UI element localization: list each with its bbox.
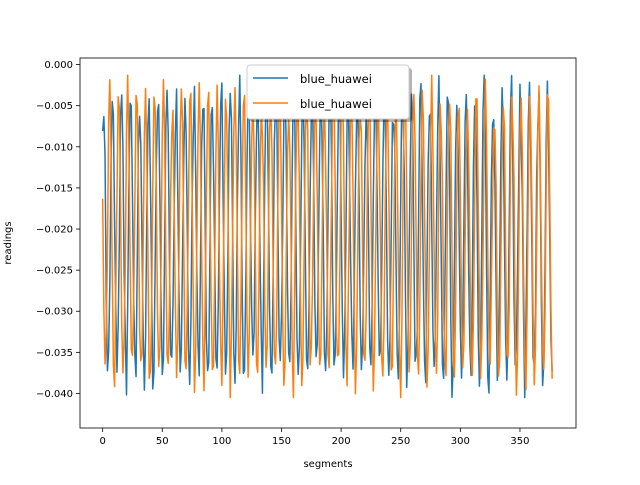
legend-label-series-1: blue_huawei bbox=[300, 72, 372, 86]
y-tick-label: −0.035 bbox=[36, 348, 73, 359]
y-tick-label: 0.000 bbox=[44, 60, 73, 71]
series-line-2 bbox=[101, 74, 553, 399]
y-tick-label: −0.010 bbox=[36, 142, 73, 153]
x-axis-label: segments bbox=[303, 459, 352, 470]
y-tick-label: −0.030 bbox=[36, 307, 73, 318]
x-tick-label: 200 bbox=[332, 436, 351, 447]
x-tick-label: 350 bbox=[510, 436, 529, 447]
x-tick-label: 50 bbox=[156, 436, 169, 447]
series-layer bbox=[101, 74, 553, 399]
y-axis-label: readings bbox=[3, 221, 14, 264]
x-tick-label: 100 bbox=[212, 436, 231, 447]
legend-label-series-2: blue_huawei bbox=[300, 97, 372, 111]
x-tick-label: 150 bbox=[272, 436, 291, 447]
x-tick-label: 0 bbox=[99, 436, 105, 447]
x-ticks: 0 50 100 150 200 250 300 350 bbox=[99, 428, 530, 447]
y-tick-label: −0.020 bbox=[36, 225, 73, 236]
x-tick-label: 250 bbox=[391, 436, 410, 447]
plot-frame bbox=[79, 57, 577, 429]
legend: blue_huawei blue_huawei bbox=[246, 64, 412, 122]
y-ticks: −0.040 −0.035 −0.030 −0.025 −0.020 −0.015 −0.0… bbox=[36, 60, 80, 400]
y-tick-label: −0.005 bbox=[36, 101, 73, 112]
y-tick-label: −0.015 bbox=[36, 183, 73, 194]
y-tick-label: −0.040 bbox=[36, 389, 73, 400]
y-tick-label: −0.025 bbox=[36, 266, 73, 277]
x-tick-label: 300 bbox=[451, 436, 470, 447]
